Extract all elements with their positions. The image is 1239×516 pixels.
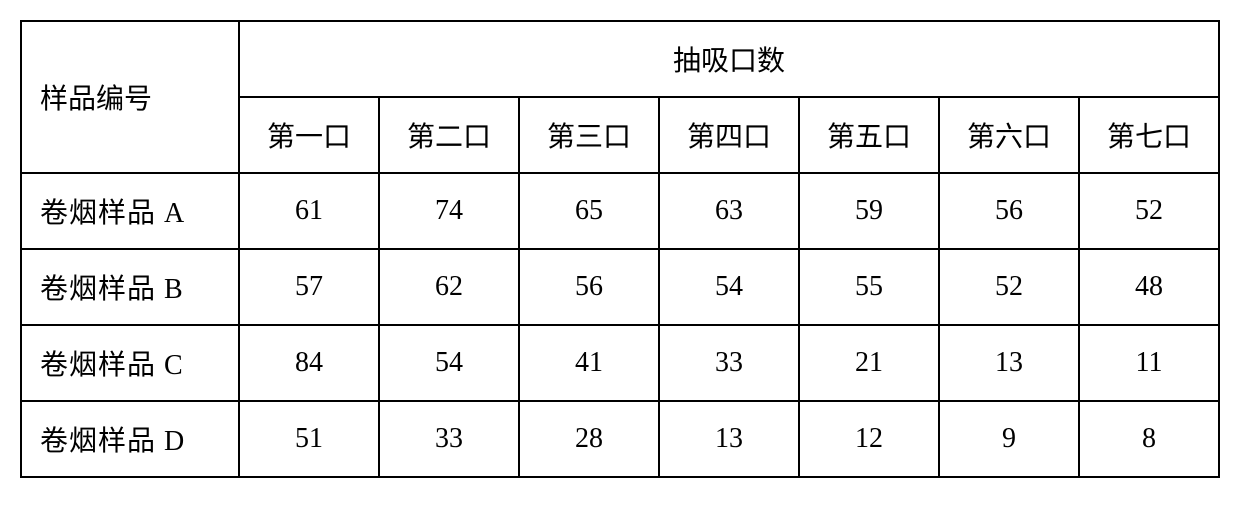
cell: 61: [239, 173, 379, 249]
table-row: 卷烟样品 A 61 74 65 63 59 56 52: [21, 173, 1219, 249]
cell: 63: [659, 173, 799, 249]
cell: 52: [939, 249, 1079, 325]
cell: 62: [379, 249, 519, 325]
col-header: 第七口: [1079, 97, 1219, 173]
table-row: 卷烟样品 D 51 33 28 13 12 9 8: [21, 401, 1219, 477]
cell: 21: [799, 325, 939, 401]
row-label: 卷烟样品 C: [21, 325, 239, 401]
corner-header: 样品编号: [21, 21, 239, 173]
cell: 11: [1079, 325, 1219, 401]
group-header: 抽吸口数: [239, 21, 1219, 97]
cell: 8: [1079, 401, 1219, 477]
col-header: 第四口: [659, 97, 799, 173]
cell: 52: [1079, 173, 1219, 249]
cell: 84: [239, 325, 379, 401]
cell: 55: [799, 249, 939, 325]
row-label: 卷烟样品 A: [21, 173, 239, 249]
cell: 13: [939, 325, 1079, 401]
cell: 59: [799, 173, 939, 249]
table-row: 卷烟样品 B 57 62 56 54 55 52 48: [21, 249, 1219, 325]
row-label: 卷烟样品 D: [21, 401, 239, 477]
cell: 28: [519, 401, 659, 477]
cell: 13: [659, 401, 799, 477]
col-header: 第六口: [939, 97, 1079, 173]
col-header: 第一口: [239, 97, 379, 173]
cell: 33: [379, 401, 519, 477]
col-header: 第三口: [519, 97, 659, 173]
cell: 54: [379, 325, 519, 401]
cell: 65: [519, 173, 659, 249]
cell: 74: [379, 173, 519, 249]
cell: 9: [939, 401, 1079, 477]
data-table: 样品编号 抽吸口数 第一口 第二口 第三口 第四口 第五口 第六口 第七口 卷烟…: [20, 20, 1220, 478]
cell: 51: [239, 401, 379, 477]
cell: 56: [519, 249, 659, 325]
cell: 12: [799, 401, 939, 477]
cell: 57: [239, 249, 379, 325]
table-row: 卷烟样品 C 84 54 41 33 21 13 11: [21, 325, 1219, 401]
cell: 54: [659, 249, 799, 325]
row-label: 卷烟样品 B: [21, 249, 239, 325]
cell: 48: [1079, 249, 1219, 325]
cell: 41: [519, 325, 659, 401]
col-header: 第五口: [799, 97, 939, 173]
header-row-1: 样品编号 抽吸口数: [21, 21, 1219, 97]
cell: 33: [659, 325, 799, 401]
col-header: 第二口: [379, 97, 519, 173]
cell: 56: [939, 173, 1079, 249]
